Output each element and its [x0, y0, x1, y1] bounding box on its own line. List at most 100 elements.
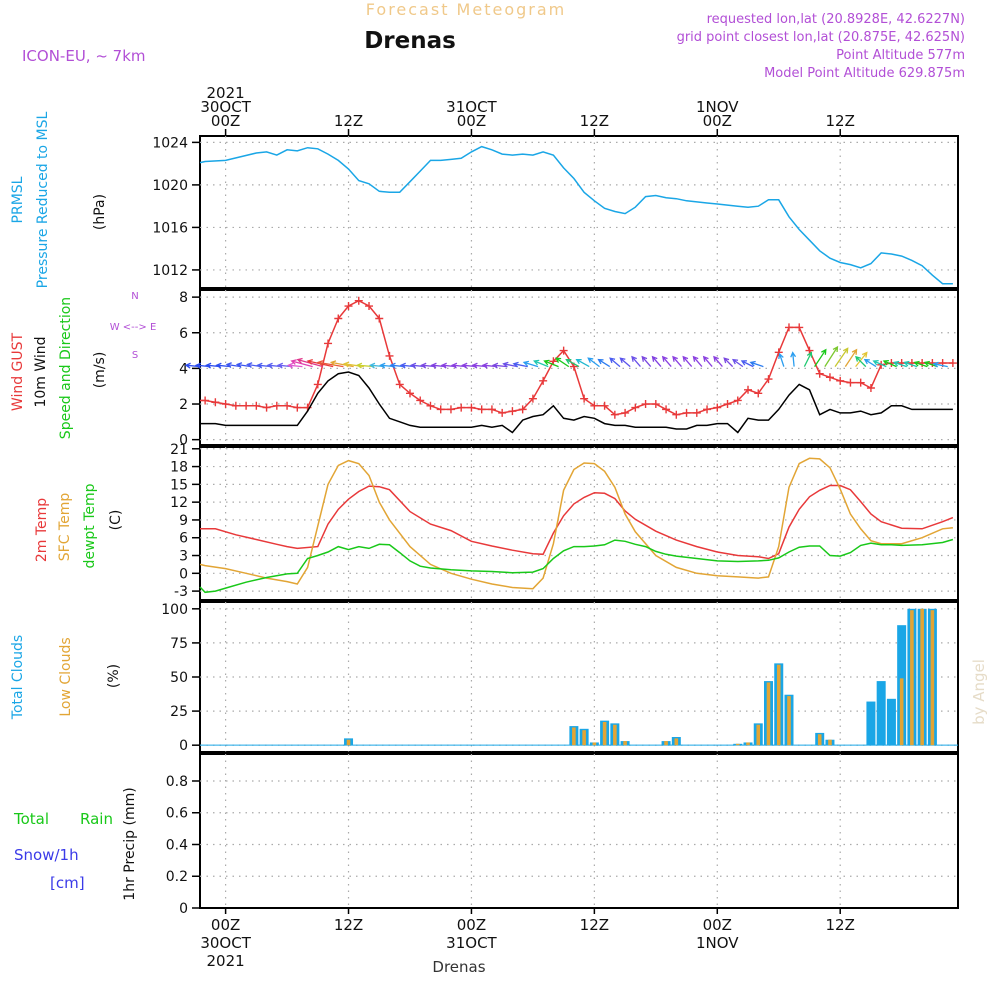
label-speed-direction: Speed and Direction	[58, 297, 74, 439]
top-time-label: 30OCT	[200, 98, 251, 116]
point-altitude: Point Altitude 577m	[836, 48, 965, 63]
y-tick-label: 25	[170, 704, 188, 720]
low-cloud-bar	[674, 738, 679, 746]
gust-marker	[559, 346, 568, 355]
gust-marker	[825, 373, 834, 382]
low-cloud-bar	[592, 742, 597, 746]
wind-arrow	[834, 347, 849, 367]
wind-arrow	[713, 355, 723, 368]
label-prmsl: PRMSL	[10, 176, 26, 223]
wind-arrow	[702, 355, 713, 368]
chart-title: Forecast Meteogram	[366, 0, 566, 19]
low-cloud-bar	[602, 722, 607, 746]
wind-arrow	[814, 348, 827, 367]
gust-marker	[784, 323, 793, 332]
grid-point-coords: grid point closest lon,lat (20.875E, 42.…	[677, 30, 965, 45]
wind-arrow	[543, 359, 559, 368]
wind-arrow	[844, 348, 858, 367]
gust-marker	[293, 403, 302, 412]
gust-marker	[600, 401, 609, 410]
wind-arrow	[597, 358, 611, 368]
low-cloud-bar	[746, 742, 750, 746]
low-cloud-bar	[776, 664, 781, 746]
wind-arrow	[913, 360, 928, 368]
gust-marker	[457, 403, 466, 412]
wind-arrow	[533, 359, 549, 368]
low-cloud-bar	[828, 739, 832, 746]
y-tick-label: 21	[170, 442, 188, 458]
wind-arrow	[502, 361, 518, 368]
y-tick-label: 0	[179, 433, 188, 449]
model-point-altitude: Model Point Altitude 629.875m	[764, 66, 965, 81]
wind-arrow	[731, 358, 744, 368]
series-line-wind-gust	[200, 299, 953, 416]
gust-marker	[948, 359, 957, 368]
gust-marker	[703, 405, 712, 414]
y-tick-label: 4	[179, 361, 188, 377]
bottom-time-label: 12Z	[334, 916, 363, 934]
location-title: Drenas	[364, 28, 456, 54]
gust-marker	[201, 396, 210, 405]
series-line-10m-wind	[200, 371, 953, 434]
gust-marker	[528, 394, 537, 403]
wind-arrow	[882, 359, 897, 368]
low-cloud-bar	[899, 678, 904, 746]
top-time-label: 12Z	[826, 112, 855, 130]
gust-marker	[354, 296, 363, 305]
y-tick-label: 75	[170, 636, 188, 652]
gust-marker	[590, 401, 599, 410]
wind-arrow	[609, 357, 621, 368]
gust-marker	[662, 405, 671, 414]
gust-marker	[262, 403, 271, 412]
label-2m-temp: 2m Temp	[34, 498, 50, 562]
gust-marker	[754, 389, 763, 398]
low-cloud-bar	[582, 730, 586, 746]
top-time-label: 31OCT	[446, 98, 497, 116]
series-line-sfc-temp	[199, 457, 953, 590]
gust-marker	[866, 383, 875, 392]
gust-marker	[846, 378, 855, 387]
wind-arrow	[619, 357, 631, 368]
label-total: Total	[13, 810, 49, 828]
y-tick-label: 50	[170, 670, 188, 686]
y-tick-label: 0	[179, 738, 188, 754]
panel-frame	[199, 446, 959, 601]
wind-panel	[184, 296, 957, 434]
gust-marker	[539, 376, 548, 385]
gust-marker	[344, 302, 353, 311]
y-tick-label: 6	[179, 326, 188, 342]
gust-marker	[651, 400, 660, 409]
gust-marker	[764, 375, 773, 384]
gust-marker	[733, 396, 742, 405]
compass-south: S	[132, 350, 138, 361]
total-cloud-bar	[886, 698, 896, 746]
gust-marker	[365, 302, 374, 311]
wind-arrow	[872, 359, 887, 368]
wind-arrow	[903, 360, 918, 368]
gust-marker	[375, 314, 384, 323]
compass-west-east: W <--> E	[110, 322, 157, 333]
label-low-clouds: Low Clouds	[58, 637, 74, 716]
wind-arrow	[803, 351, 813, 367]
wind-arrow	[778, 352, 785, 367]
gust-marker	[426, 401, 435, 410]
y-tick-label: 15	[170, 477, 188, 493]
label-sfc-temp: SFC Temp	[57, 493, 73, 562]
low-cloud-bar	[664, 741, 668, 746]
total-cloud-bar	[866, 701, 876, 746]
wind-arrow	[682, 355, 693, 368]
label-percent: (%)	[106, 664, 122, 688]
label-pressure-msl: Pressure Reduced to MSL	[35, 111, 51, 288]
gust-marker	[795, 323, 804, 332]
top-time-label: 00Z	[211, 112, 240, 130]
series-line-2m-temp	[200, 484, 954, 560]
top-time-label: 12Z	[580, 112, 609, 130]
total-cloud-bar	[876, 681, 886, 746]
y-tick-label: 9	[179, 513, 188, 529]
wind-arrow	[824, 345, 839, 367]
low-cloud-bar	[572, 727, 576, 746]
y-tick-label: 0	[179, 901, 188, 917]
panel-frame	[199, 289, 959, 446]
